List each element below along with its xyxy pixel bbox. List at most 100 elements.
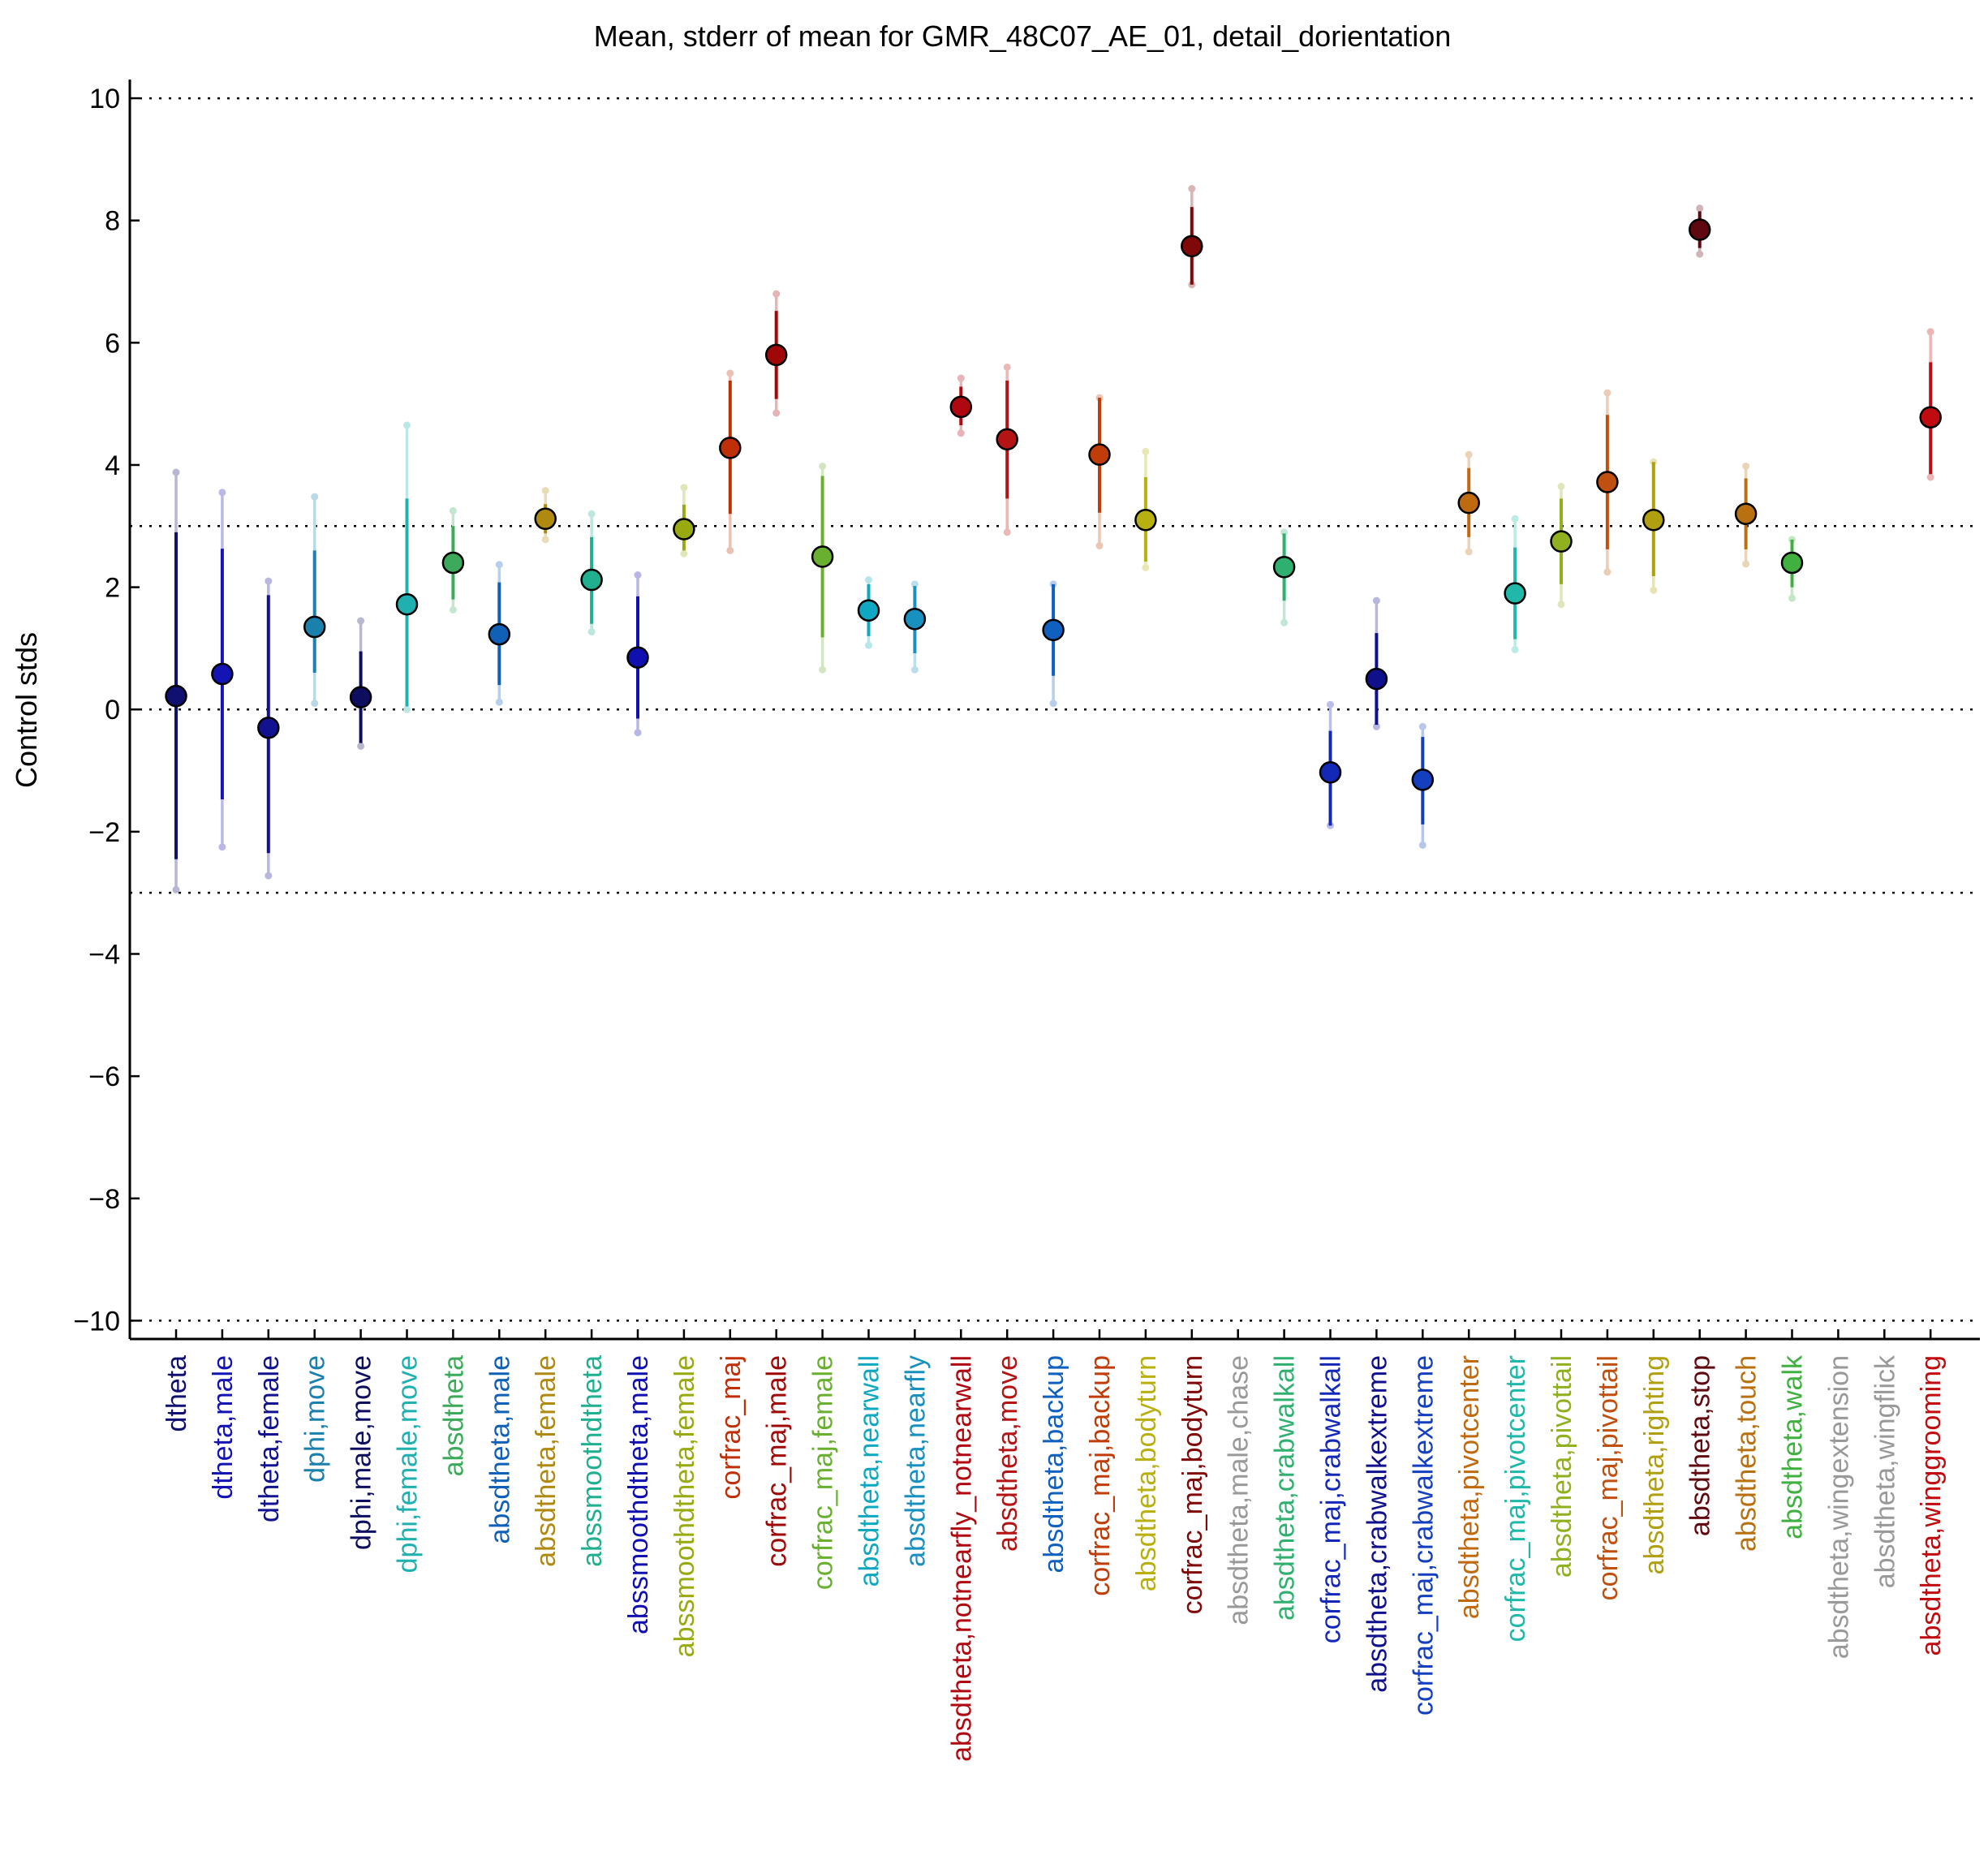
mean-marker bbox=[673, 518, 695, 540]
data-point-group bbox=[719, 369, 742, 554]
mean-marker bbox=[1365, 667, 1388, 691]
chart-title: Mean, stderr of mean for GMR_48C07_AE_01… bbox=[594, 19, 1452, 53]
outer-error-cap bbox=[1372, 722, 1380, 730]
mean-marker bbox=[211, 662, 234, 686]
data-point-group bbox=[1596, 389, 1619, 576]
data-point-group bbox=[1550, 482, 1573, 609]
x-tick-label: absdtheta,walk bbox=[1778, 1354, 1809, 1539]
x-tick-label: dtheta,female bbox=[254, 1355, 285, 1522]
outer-error-cap bbox=[172, 885, 180, 893]
mean-marker bbox=[1688, 218, 1711, 241]
x-tick-label: corfrac_maj,pivotcenter bbox=[1500, 1355, 1531, 1642]
data-point-group bbox=[949, 374, 973, 437]
x-tick-label: absdtheta,touch bbox=[1732, 1355, 1762, 1552]
outer-error-cap bbox=[218, 843, 226, 851]
x-tick-label: corfrac_maj,bodyturn bbox=[1177, 1355, 1208, 1614]
mean-marker bbox=[1181, 235, 1203, 258]
mean-marker bbox=[165, 684, 187, 708]
mean-marker bbox=[1919, 406, 1942, 428]
data-point-group bbox=[395, 421, 419, 713]
outer-error-cap bbox=[1049, 700, 1057, 708]
outer-error-cap bbox=[957, 429, 965, 437]
outer-error-cap bbox=[634, 571, 642, 579]
data-point-group bbox=[1642, 458, 1665, 594]
x-tick-label: dphi,male,move bbox=[346, 1355, 377, 1550]
outer-error-cap bbox=[541, 536, 549, 544]
mean-marker bbox=[1550, 530, 1573, 553]
outer-error-cap bbox=[311, 493, 319, 501]
x-tick-label: absdtheta bbox=[438, 1355, 469, 1476]
x-tick-label: abssmoothdtheta bbox=[577, 1355, 608, 1567]
y-tick-label: −10 bbox=[73, 1306, 120, 1337]
x-tick-label: absdtheta,crabwalkall bbox=[1270, 1355, 1301, 1621]
outer-error-cap bbox=[541, 487, 549, 495]
outer-error-cap bbox=[1003, 363, 1011, 371]
x-tick-label: absdtheta,nearwall bbox=[854, 1355, 885, 1587]
outer-error-cap bbox=[1742, 560, 1750, 568]
mean-marker bbox=[488, 622, 511, 646]
data-point-group bbox=[857, 576, 880, 649]
data-point-group bbox=[1688, 205, 1711, 258]
mean-marker bbox=[349, 686, 372, 708]
outer-error-cap bbox=[265, 872, 273, 880]
data-point-group bbox=[1042, 580, 1065, 708]
outer-error-cap bbox=[865, 641, 872, 649]
x-tick-label: corfrac_maj,backup bbox=[1085, 1355, 1116, 1596]
data-point-group bbox=[257, 577, 280, 880]
x-tick-label: absdtheta,bodyturn bbox=[1131, 1355, 1162, 1591]
outer-error-cap bbox=[1372, 596, 1380, 605]
data-point-group bbox=[903, 580, 927, 674]
x-tick-label: absdtheta,pivotcenter bbox=[1454, 1355, 1485, 1619]
mean-marker bbox=[395, 592, 419, 616]
outer-error-cap bbox=[403, 705, 411, 713]
mean-marker bbox=[996, 428, 1018, 451]
mean-marker bbox=[303, 615, 326, 639]
outer-error-cap bbox=[1557, 482, 1565, 490]
y-tick-label: 2 bbox=[105, 573, 120, 604]
y-tick-label: 6 bbox=[105, 328, 120, 359]
x-tick-label: absdtheta,male,chase bbox=[1224, 1355, 1254, 1625]
data-point-group bbox=[1272, 528, 1296, 626]
outer-error-cap bbox=[1465, 450, 1473, 459]
outer-error-cap bbox=[1696, 250, 1704, 258]
data-point-group bbox=[1365, 596, 1388, 730]
outer-error-cap bbox=[957, 374, 965, 382]
mean-marker bbox=[1088, 443, 1111, 466]
y-tick-label: 10 bbox=[89, 84, 120, 114]
x-tick-label: corfrac_maj,male bbox=[762, 1355, 793, 1567]
mean-marker bbox=[811, 545, 834, 568]
data-point-group bbox=[1411, 722, 1435, 849]
mean-marker bbox=[1411, 769, 1435, 791]
mean-marker bbox=[1642, 509, 1665, 532]
outer-error-cap bbox=[1650, 586, 1658, 594]
y-tick-label: −4 bbox=[88, 940, 120, 971]
data-point-group bbox=[165, 468, 187, 893]
outer-error-cap bbox=[449, 506, 457, 515]
data-point-group bbox=[811, 462, 834, 674]
outer-error-cap bbox=[680, 549, 688, 558]
x-tick-label: absdtheta,pivottail bbox=[1547, 1355, 1577, 1578]
y-tick-label: −8 bbox=[88, 1184, 120, 1215]
outer-error-cap bbox=[1142, 563, 1150, 571]
x-tick-label: dtheta,male bbox=[208, 1355, 239, 1500]
x-axis-ticks: dtheta dtheta,male dtheta,female dphi,move d… bbox=[161, 1329, 1947, 1762]
y-tick-label: −6 bbox=[88, 1061, 120, 1092]
outer-error-cap bbox=[1280, 528, 1289, 536]
x-tick-label: corfrac_maj,pivottail bbox=[1593, 1355, 1624, 1600]
mean-marker bbox=[857, 599, 880, 622]
outer-error-cap bbox=[495, 698, 503, 706]
outer-error-cap bbox=[1003, 528, 1011, 536]
x-tick-label: absdtheta,female bbox=[531, 1355, 562, 1567]
outer-error-cap bbox=[680, 484, 688, 492]
x-tick-label: absdtheta,crabwalkextreme bbox=[1362, 1355, 1392, 1693]
mean-marker bbox=[534, 507, 557, 530]
y-tick-label: 0 bbox=[105, 695, 120, 725]
data-points bbox=[165, 185, 1942, 893]
data-point-group bbox=[764, 290, 788, 417]
data-point-group bbox=[488, 561, 511, 706]
x-tick-label: absdtheta,wingflick bbox=[1870, 1354, 1900, 1588]
data-point-group bbox=[534, 487, 557, 544]
outer-error-cap bbox=[819, 665, 827, 674]
outer-error-cap bbox=[1327, 700, 1334, 708]
